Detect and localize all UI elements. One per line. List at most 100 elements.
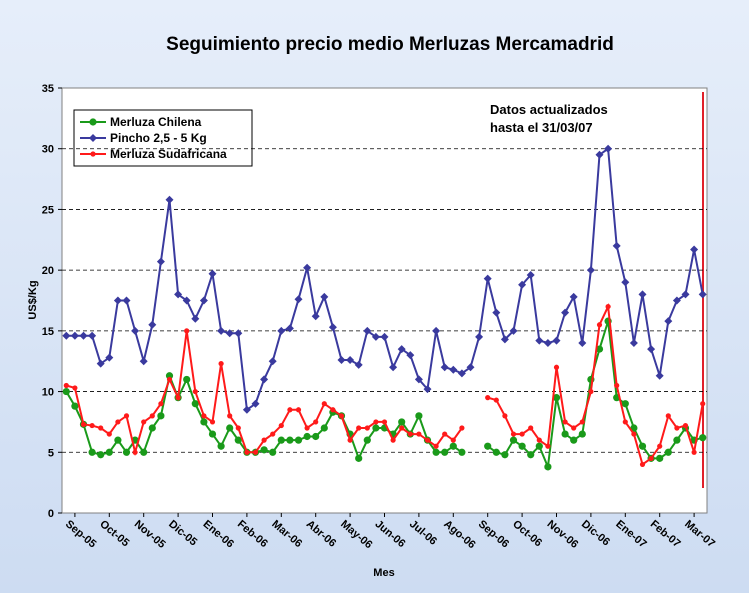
- data-point: [578, 339, 587, 347]
- data-point: [674, 425, 680, 431]
- data-point: [191, 400, 199, 408]
- data-point: [595, 150, 604, 159]
- data-point: [543, 339, 552, 347]
- data-point: [492, 308, 501, 317]
- data-point: [354, 360, 363, 369]
- data-point: [433, 443, 439, 449]
- data-point: [287, 407, 293, 413]
- data-point: [131, 326, 140, 335]
- data-point: [294, 295, 303, 304]
- data-point: [509, 436, 518, 444]
- data-point: [698, 290, 707, 299]
- data-point: [294, 436, 303, 444]
- data-point: [569, 292, 578, 301]
- data-point: [535, 336, 544, 345]
- data-point: [347, 437, 353, 443]
- data-point: [579, 419, 585, 425]
- data-point: [586, 266, 595, 275]
- data-point: [260, 375, 269, 384]
- data-point: [363, 326, 372, 335]
- data-point: [424, 437, 431, 443]
- data-point: [371, 332, 380, 341]
- data-point: [397, 345, 406, 354]
- data-point: [235, 425, 241, 431]
- data-point: [664, 448, 672, 456]
- data-point: [278, 422, 284, 429]
- data-point: [114, 436, 122, 444]
- data-point: [139, 357, 148, 366]
- data-point: [184, 328, 190, 334]
- data-point: [432, 448, 440, 456]
- data-point: [406, 351, 415, 360]
- data-point: [442, 431, 448, 437]
- data-point: [673, 436, 681, 444]
- data-point: [183, 375, 191, 384]
- data-point: [62, 331, 71, 340]
- data-point: [526, 271, 535, 279]
- data-point: [123, 413, 130, 419]
- y-axis-label: US$/Kg: [27, 280, 39, 319]
- data-point: [657, 443, 663, 449]
- data-point: [285, 324, 294, 333]
- data-point: [672, 296, 681, 305]
- data-point: [536, 437, 542, 443]
- data-point: [381, 419, 388, 425]
- data-point: [457, 369, 466, 378]
- data-point: [681, 290, 690, 299]
- data-point: [209, 419, 216, 425]
- data-point: [226, 424, 234, 432]
- data-point: [364, 425, 370, 431]
- data-point: [682, 422, 689, 429]
- data-point: [113, 296, 122, 305]
- data-point: [423, 385, 432, 394]
- data-point: [191, 314, 200, 323]
- data-point: [96, 359, 105, 368]
- data-point: [466, 363, 475, 372]
- data-point: [622, 419, 628, 425]
- data-point: [656, 454, 664, 462]
- data-point: [510, 431, 517, 437]
- data-point: [450, 437, 456, 443]
- data-point: [441, 448, 449, 456]
- data-point: [621, 278, 630, 287]
- data-point: [115, 419, 121, 425]
- data-point: [337, 356, 346, 364]
- data-point: [201, 413, 207, 419]
- data-point: [700, 401, 706, 407]
- data-point: [372, 424, 380, 432]
- data-point: [72, 385, 78, 391]
- data-point: [638, 442, 647, 450]
- data-point: [605, 303, 611, 310]
- data-point: [321, 401, 327, 407]
- data-point: [578, 430, 586, 438]
- data-point: [665, 413, 671, 419]
- data-point: [200, 418, 208, 426]
- data-point: [261, 437, 267, 443]
- legend-label: Merluza Chilena: [110, 115, 202, 129]
- data-point: [458, 448, 466, 456]
- data-point: [604, 144, 613, 153]
- data-point: [90, 151, 96, 157]
- data-point: [277, 326, 286, 335]
- data-point: [277, 436, 285, 444]
- data-point: [141, 419, 147, 425]
- data-point: [304, 425, 310, 431]
- data-point: [89, 422, 95, 429]
- data-point: [88, 331, 97, 340]
- data-point: [493, 397, 499, 403]
- data-point: [260, 446, 268, 454]
- data-point: [105, 448, 113, 456]
- data-point: [122, 448, 131, 456]
- data-point: [158, 401, 164, 407]
- data-point: [631, 431, 637, 437]
- data-point: [311, 312, 320, 321]
- data-point: [612, 241, 621, 250]
- data-point: [449, 365, 458, 374]
- y-tick-label: 5: [48, 447, 54, 459]
- data-point: [485, 395, 491, 401]
- data-point: [148, 320, 157, 329]
- data-point: [501, 451, 509, 459]
- data-point: [312, 432, 320, 441]
- data-point: [544, 463, 552, 471]
- data-point: [199, 296, 208, 305]
